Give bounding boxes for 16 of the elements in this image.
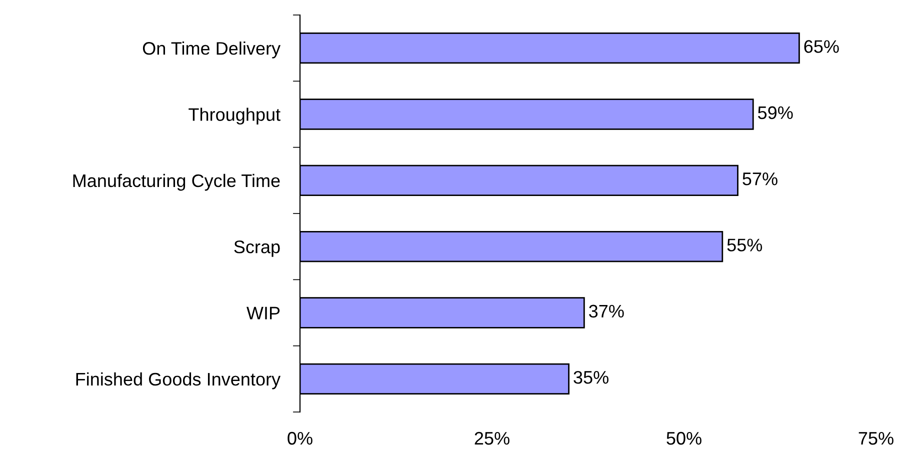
y-tick-label: Finished Goods Inventory <box>76 372 281 390</box>
x-tick-label: 50% <box>666 432 702 445</box>
data-label: 57% <box>742 172 778 186</box>
data-label: 37% <box>589 304 624 318</box>
y-tick-label: Scrap <box>234 240 280 257</box>
y-tick-label: WIP <box>246 306 280 320</box>
y-tick-label: On Time Delivery <box>142 42 281 58</box>
data-label: 55% <box>727 238 762 252</box>
y-tick-label: Manufacturing Cycle Time <box>73 174 280 191</box>
x-tick-label: 25% <box>474 432 510 445</box>
x-tick-label: 0% <box>288 432 312 445</box>
data-label: 65% <box>804 40 839 53</box>
y-tick-label: Throughput <box>188 108 280 125</box>
x-tick-label: 75% <box>858 432 894 445</box>
data-label: 59% <box>758 106 793 120</box>
data-label: 35% <box>574 370 608 384</box>
